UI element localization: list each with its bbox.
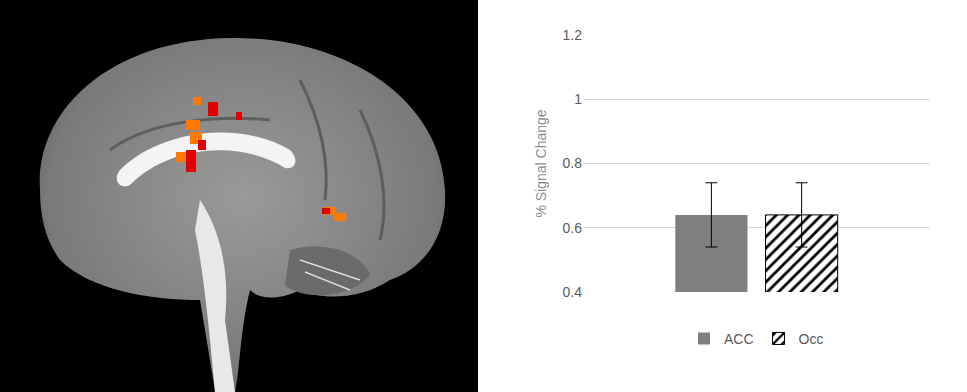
svg-text:1.2: 1.2 (563, 27, 583, 43)
svg-text:0.8: 0.8 (563, 155, 583, 171)
svg-text:0.4: 0.4 (563, 284, 583, 300)
svg-text:% Signal Change: % Signal Change (533, 109, 549, 217)
svg-text:1: 1 (574, 91, 582, 107)
svg-text:Occ: Occ (799, 331, 824, 347)
svg-text:ACC: ACC (724, 331, 754, 347)
svg-text:0.6: 0.6 (563, 220, 583, 236)
